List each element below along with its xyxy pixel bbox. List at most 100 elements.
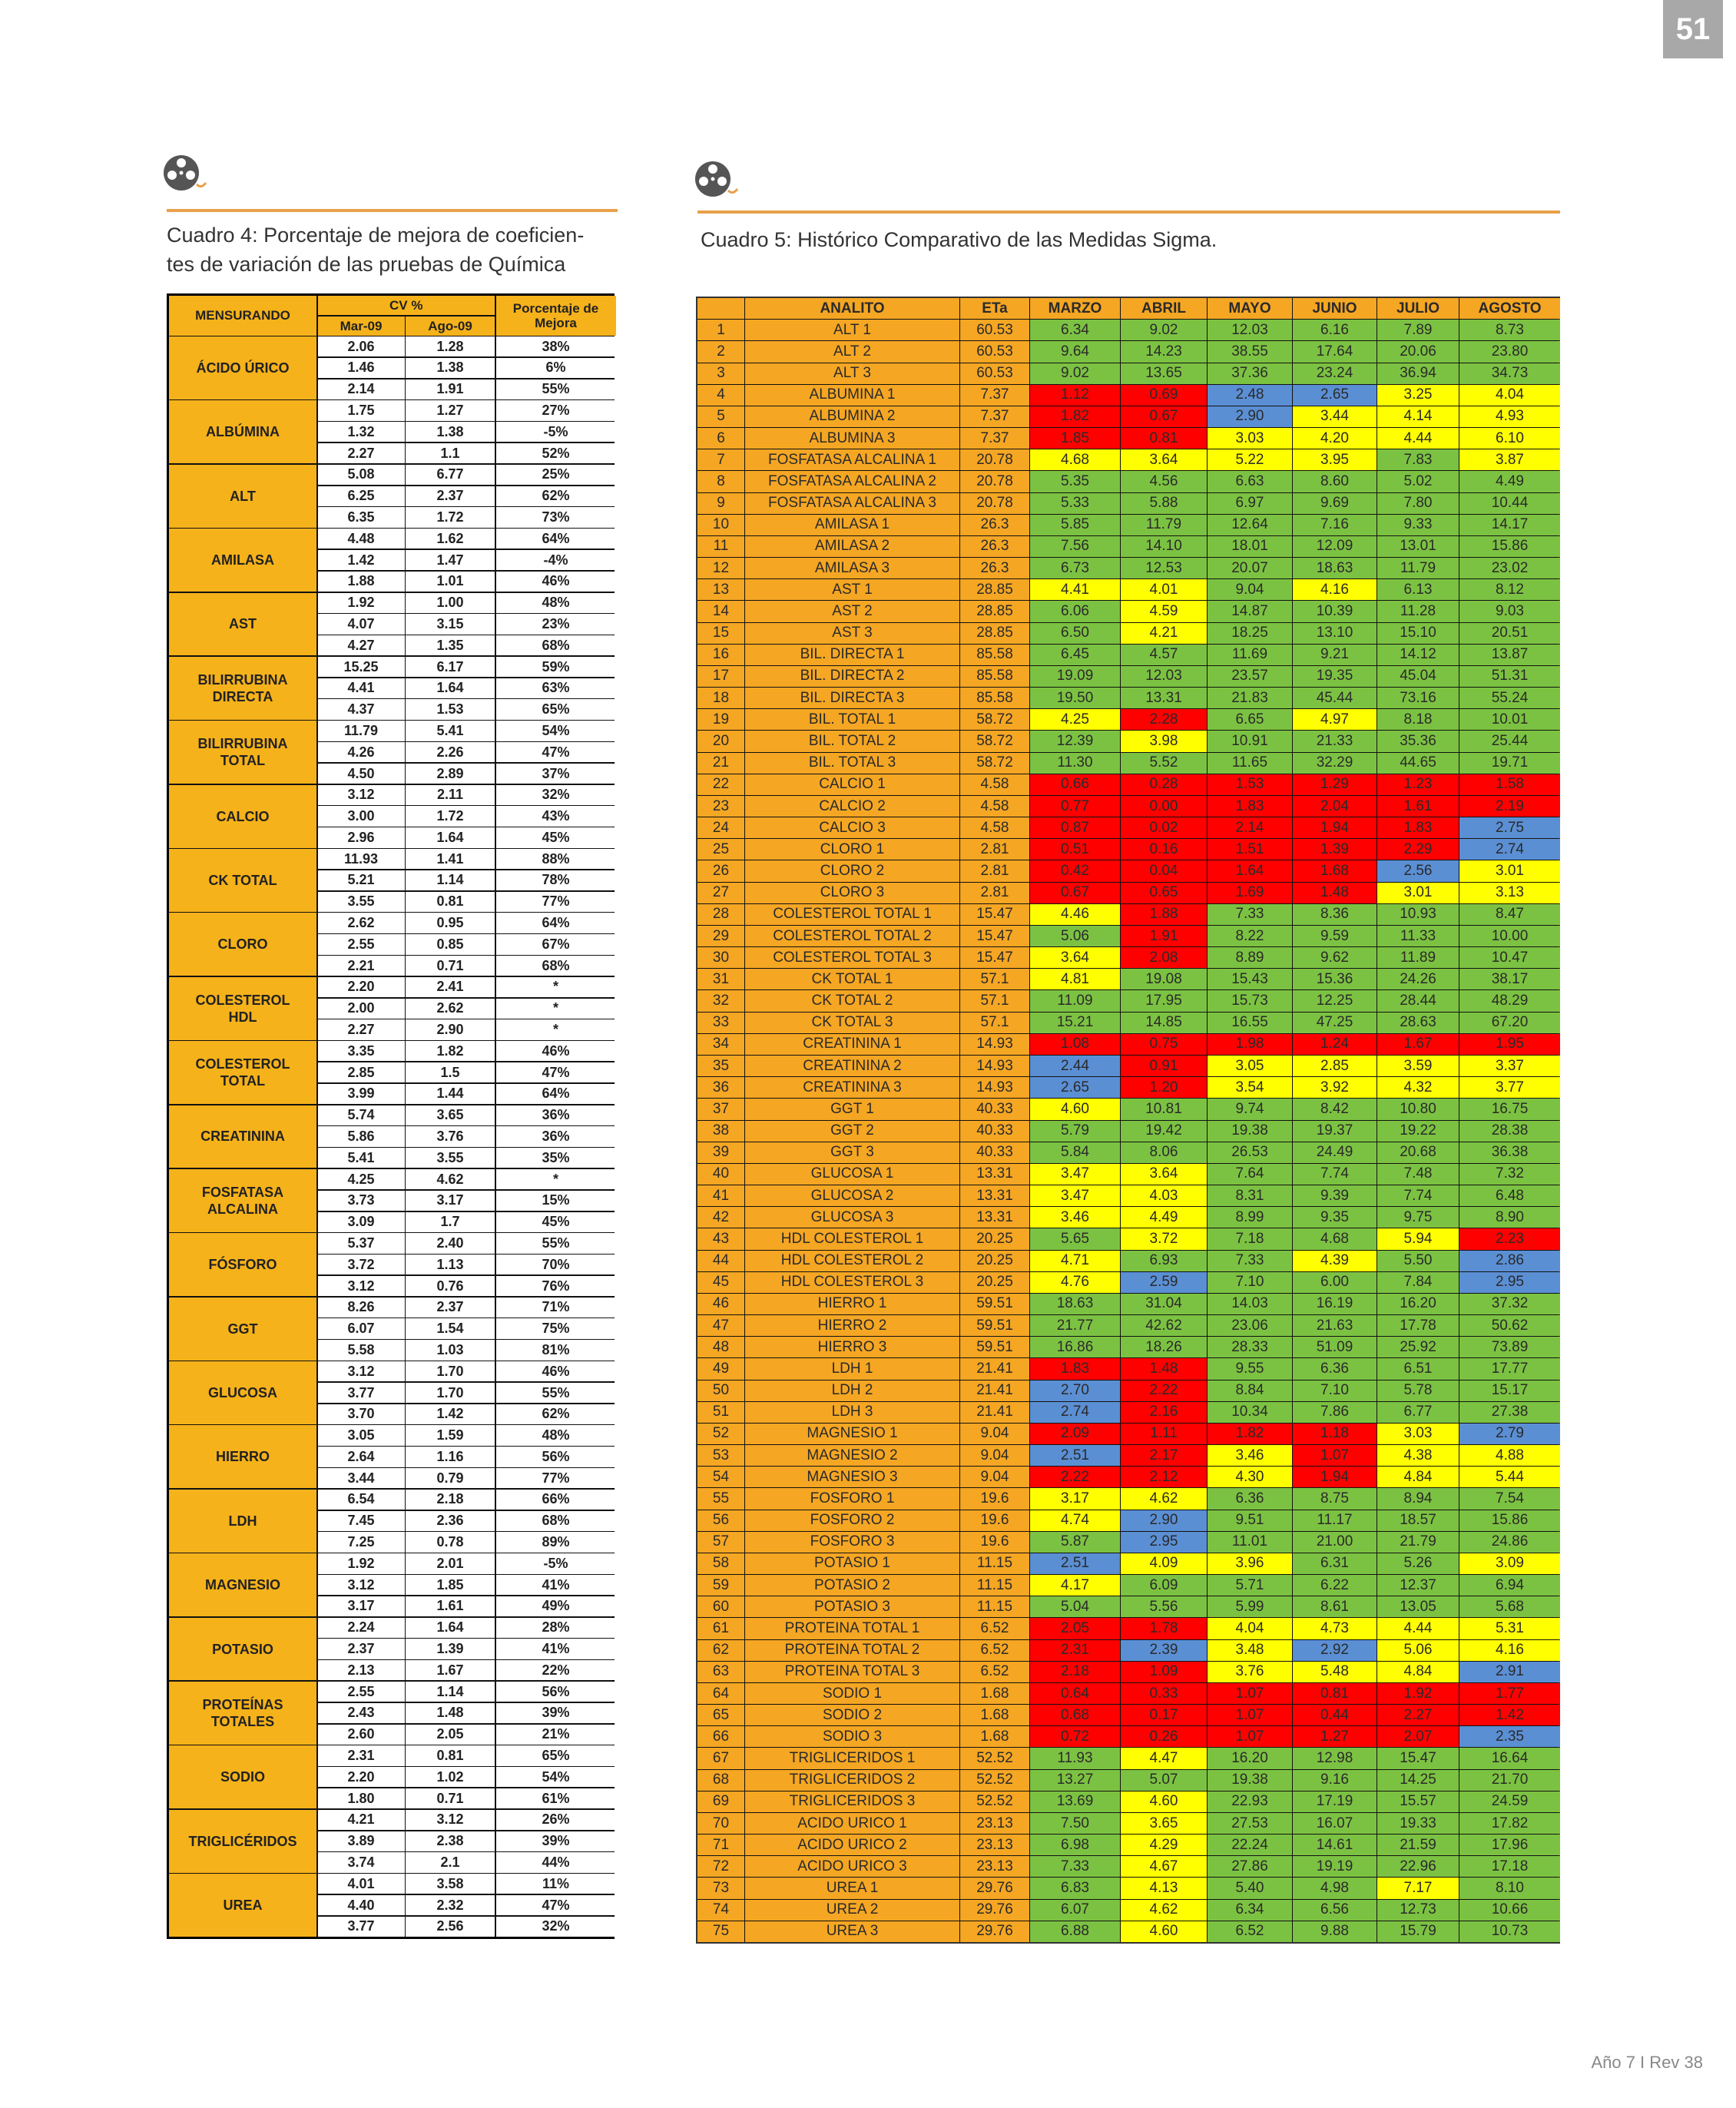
data-cell: 2.37 (406, 486, 495, 506)
label-cell: 28.85 (960, 579, 1029, 601)
label-cell: 2.81 (960, 839, 1029, 860)
sigma-cell: 5.88 (1121, 492, 1207, 514)
data-cell: 38% (495, 336, 616, 357)
analyte-name: AMILASA (169, 529, 316, 592)
sigma-cell: 21.83 (1208, 688, 1292, 709)
data-cell: 1.53 (406, 699, 495, 720)
label-cell: 21.41 (960, 1401, 1029, 1423)
data-cell: 48% (495, 1425, 616, 1446)
label-cell: AST 1 (745, 579, 959, 601)
label-cell: 40.33 (960, 1142, 1029, 1163)
data-cell: 47% (495, 1062, 616, 1083)
sigma-cell: 4.71 (1030, 1250, 1120, 1271)
sigma-cell: 1.82 (1030, 406, 1120, 428)
data-cell: 2.26 (406, 742, 495, 763)
sigma-cell: 3.76 (1208, 1661, 1292, 1682)
data-cell: 1.5 (406, 1062, 495, 1083)
label-cell: AST 2 (745, 601, 959, 622)
sigma-cell: 6.00 (1293, 1271, 1377, 1293)
sigma-cell: 1.83 (1377, 817, 1459, 839)
sigma-cell: 7.17 (1377, 1878, 1459, 1899)
label-cell: 6.52 (960, 1618, 1029, 1639)
data-cell: 36% (495, 1105, 616, 1125)
sigma-cell: 2.59 (1121, 1271, 1207, 1293)
label-cell: ACIDO URICO 1 (745, 1812, 959, 1835)
label-cell: 2.81 (960, 860, 1029, 882)
sigma-cell: 0.44 (1293, 1705, 1377, 1726)
label-cell: 14.93 (960, 1055, 1029, 1077)
sigma-cell: 21.00 (1293, 1531, 1377, 1553)
label-cell: ALT 3 (745, 363, 959, 384)
sigma-cell: 5.07 (1121, 1769, 1207, 1791)
data-cell: 68% (495, 1510, 616, 1531)
data-cell: 65% (495, 699, 616, 720)
sigma-cell: 3.01 (1377, 882, 1459, 903)
data-cell: 2.27 (317, 1019, 405, 1040)
label-cell: 10 (697, 514, 744, 535)
header-cell: ETa (960, 298, 1029, 320)
sigma-cell: 6.94 (1459, 1575, 1560, 1596)
sigma-cell: 15.86 (1459, 1510, 1560, 1531)
data-cell: 2.38 (406, 1831, 495, 1851)
sigma-cell: 3.17 (1030, 1488, 1120, 1510)
sigma-cell: 1.69 (1208, 882, 1292, 903)
sigma-cell: 21.70 (1459, 1769, 1560, 1791)
label-cell: 20.78 (960, 471, 1029, 492)
sigma-cell: 4.21 (1121, 622, 1207, 644)
label-cell: 19.6 (960, 1510, 1029, 1531)
sigma-cell: 8.61 (1293, 1596, 1377, 1618)
label-cell: 26.3 (960, 514, 1029, 535)
sigma-cell: 35.36 (1377, 731, 1459, 752)
sigma-cell: 9.51 (1208, 1510, 1292, 1531)
label-cell: 9 (697, 492, 744, 514)
sigma-cell: 36.38 (1459, 1142, 1560, 1163)
sigma-cell: 8.89 (1208, 947, 1292, 969)
data-cell: 2.00 (317, 998, 405, 1019)
data-cell: 21% (495, 1724, 616, 1745)
data-cell: 39% (495, 1702, 616, 1724)
label-cell: 33 (697, 1012, 744, 1033)
label-cell: FOSFATASA ALCALINA 3 (745, 492, 959, 514)
label-cell: 23.13 (960, 1812, 1029, 1835)
sigma-cell: 19.19 (1293, 1856, 1377, 1878)
label-cell: LDH 2 (745, 1380, 959, 1401)
label-cell: 32 (697, 990, 744, 1012)
label-cell: BIL. TOTAL 2 (745, 731, 959, 752)
label-cell: 52 (697, 1423, 744, 1445)
sigma-cell: 3.59 (1377, 1055, 1459, 1077)
sigma-cell: 42.62 (1121, 1315, 1207, 1337)
sigma-cell: 13.31 (1121, 688, 1207, 709)
data-cell: 2.89 (406, 763, 495, 784)
sigma-cell: 6.50 (1030, 622, 1120, 644)
label-cell: 19.6 (960, 1488, 1029, 1510)
sigma-cell: 11.33 (1377, 925, 1459, 947)
sigma-cell: 11.01 (1208, 1531, 1292, 1553)
data-cell: 0.95 (406, 913, 495, 933)
data-cell: 88% (495, 849, 616, 870)
sigma-cell: 18.26 (1121, 1337, 1207, 1358)
label-cell: 30 (697, 947, 744, 969)
sigma-cell: 27.53 (1208, 1812, 1292, 1835)
sigma-cell: 8.42 (1293, 1099, 1377, 1120)
label-cell: 1.68 (960, 1682, 1029, 1705)
sigma-cell: 2.74 (1030, 1401, 1120, 1423)
sigma-cell: 1.29 (1293, 774, 1377, 795)
sigma-cell: 14.61 (1293, 1835, 1377, 1856)
analyte-name: GGT (169, 1297, 316, 1361)
data-cell: 0.71 (406, 1788, 495, 1809)
data-cell: 2.96 (317, 827, 405, 848)
label-cell: CLORO 1 (745, 839, 959, 860)
sigma-cell: 28.63 (1377, 1012, 1459, 1033)
label-cell: 13.31 (960, 1163, 1029, 1185)
sigma-cell: 6.93 (1121, 1250, 1207, 1271)
data-cell: 65% (495, 1745, 616, 1766)
sigma-cell: 4.93 (1459, 406, 1560, 428)
label-cell: HDL COLESTEROL 1 (745, 1228, 959, 1250)
sigma-cell: 1.07 (1208, 1726, 1292, 1748)
data-cell: 2.06 (317, 336, 405, 357)
sigma-cell: 3.48 (1208, 1639, 1292, 1661)
label-cell: BIL. DIRECTA 1 (745, 644, 959, 665)
page-number: 51 (1663, 0, 1723, 58)
data-cell: 47% (495, 1894, 616, 1916)
sigma-cell: 4.57 (1121, 644, 1207, 665)
